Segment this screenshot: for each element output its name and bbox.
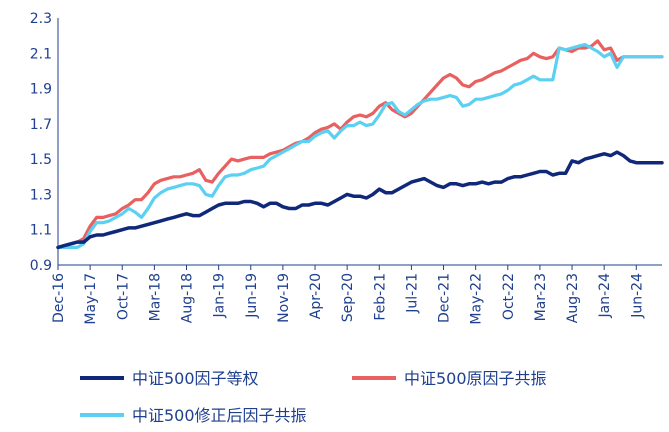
x-tick-label: May-22 (469, 273, 485, 325)
x-tick-label: May-17 (83, 273, 99, 325)
x-tick-label: Jan-19 (212, 273, 228, 318)
y-tick-label: 1.5 (30, 152, 52, 168)
series-line-2 (56, 42, 664, 249)
legend-label-2: 中证500修正后因子共振 (132, 406, 307, 425)
x-tick-label: Jan-24 (597, 273, 613, 319)
x-tick-label: Jun-24 (629, 273, 645, 319)
y-tick-label: 1.3 (30, 187, 52, 203)
y-tick-label: 1.9 (30, 82, 52, 98)
x-tick-label: Oct-22 (501, 273, 517, 320)
x-tick-label: Jun-19 (244, 273, 260, 319)
y-tick-label: 2.1 (30, 46, 52, 62)
y-tick-label: 1.7 (30, 117, 52, 133)
series-line-1 (56, 39, 664, 249)
x-tick-label: Aug-23 (565, 273, 581, 323)
series-line-0 (56, 150, 664, 250)
legend-label-1: 中证500原因子共振 (404, 369, 547, 388)
x-tick-label: Apr-20 (308, 273, 324, 319)
y-tick-label: 2.3 (30, 11, 52, 27)
x-tick-label: Mar-23 (533, 273, 549, 321)
legend-label-0: 中证500因子等权 (132, 369, 259, 388)
x-tick-label: Mar-18 (147, 273, 163, 321)
y-tick-label: 0.9 (30, 258, 52, 274)
x-tick-label: Oct-17 (115, 273, 131, 320)
x-tick-label: Jul-21 (404, 273, 420, 314)
x-tick-label: Nov-19 (276, 273, 292, 323)
x-tick-label: Dec-16 (51, 273, 67, 323)
x-tick-label: Dec-21 (437, 273, 453, 323)
x-tick-label: Feb-21 (372, 273, 388, 321)
x-tick-label: Sep-20 (340, 273, 356, 322)
y-axis-ticks: 0.9 1.1 1.3 1.5 1.7 1.9 2.1 2.3 (30, 11, 52, 274)
y-tick-label: 1.1 (30, 223, 52, 239)
series-lines (56, 39, 664, 250)
x-tick-label: Aug-18 (180, 273, 196, 323)
x-axis-ticks: Dec-16 May-17 Oct-17 Mar-18 Aug-18 Jan-19 Jun-… (51, 265, 645, 325)
